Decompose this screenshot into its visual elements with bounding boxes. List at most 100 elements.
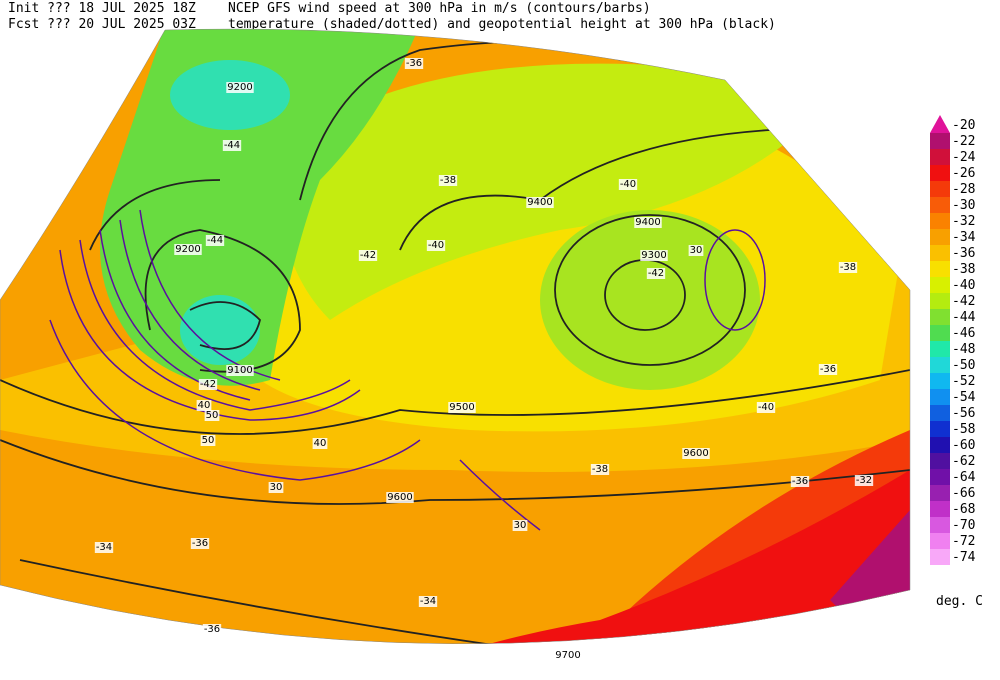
- colorbar-arrow: [930, 115, 950, 133]
- label-bg: [200, 435, 216, 446]
- label-bg: [226, 82, 254, 93]
- label-bg: [426, 240, 446, 251]
- contour-label: -40: [620, 179, 636, 190]
- label-bg: [838, 262, 858, 273]
- contour-label: -42: [360, 250, 376, 261]
- label-bg: [358, 250, 378, 261]
- label-bg: [640, 250, 668, 261]
- colorbar-box: [930, 437, 950, 453]
- contour-label: -36: [406, 58, 422, 69]
- colorbar-box: [930, 309, 950, 325]
- contour-label: 50: [202, 435, 215, 446]
- colorbar-label: -38: [952, 262, 975, 277]
- label-bg: [174, 244, 202, 255]
- label-bg: [205, 235, 225, 246]
- colorbar-label: -74: [952, 550, 976, 565]
- contour-label: -36: [204, 624, 220, 635]
- colorbar-label: -52: [952, 374, 975, 389]
- temp-band: [100, 29, 420, 386]
- contour-label: -38: [440, 175, 456, 186]
- contour-label: -32: [856, 475, 872, 486]
- colorbar-unit: deg. C: [936, 594, 983, 609]
- colorbar-box: [930, 181, 950, 197]
- colorbar-box: [930, 469, 950, 485]
- colorbar-label: -26: [952, 166, 975, 181]
- temp-band: [278, 63, 790, 320]
- label-bg: [448, 402, 476, 413]
- contour-label: -34: [420, 596, 436, 607]
- temp-band: [540, 210, 760, 390]
- contour-label: 9700: [555, 650, 580, 661]
- label-bg: [196, 400, 212, 411]
- contour-label: 9100: [227, 365, 252, 376]
- contour-label: -44: [224, 140, 240, 151]
- colorbar-box: [930, 229, 950, 245]
- colorbar-label: -70: [952, 518, 975, 533]
- colorbar-box: [930, 533, 950, 549]
- temp-band: [170, 60, 290, 130]
- colorbar-label: -40: [952, 278, 975, 293]
- label-bg: [526, 197, 554, 208]
- label-bg: [634, 217, 662, 228]
- contour-label: -40: [758, 402, 774, 413]
- colorbar-box: [930, 373, 950, 389]
- wind-contours: [49, 209, 766, 531]
- contour-label: 9200: [227, 82, 252, 93]
- contour-label: 30: [270, 482, 283, 493]
- label-bg: [818, 364, 838, 375]
- contour-label: -36: [792, 476, 808, 487]
- colorbar-label: -46: [952, 326, 975, 341]
- map-labels: 9200-44-449200-429100-424050940094009300…: [94, 58, 874, 661]
- title-line-2: temperature (shaded/dotted) and geopoten…: [228, 17, 776, 32]
- colorbar-box: [930, 149, 950, 165]
- contour-label: -36: [820, 364, 836, 375]
- colorbar-box: [930, 421, 950, 437]
- label-bg: [222, 140, 242, 151]
- contour-label: 9300: [641, 250, 666, 261]
- colorbar-box: [930, 389, 950, 405]
- label-bg: [790, 476, 810, 487]
- colorbar-label: -30: [952, 198, 975, 213]
- contour-label: 9600: [387, 492, 412, 503]
- colorbar-box: [930, 213, 950, 229]
- colorbar-box: [930, 261, 950, 277]
- contour-label: 40: [198, 400, 211, 411]
- contour-label: 50: [206, 410, 219, 421]
- contour-label: 30: [690, 245, 703, 256]
- label-bg: [312, 438, 328, 449]
- contour-label: 9500: [449, 402, 474, 413]
- colorbar-label: -64: [952, 470, 976, 485]
- colorbar-label: -20: [952, 118, 975, 133]
- label-bg: [590, 464, 610, 475]
- colorbar-label: -54: [952, 390, 976, 405]
- label-bg: [512, 520, 528, 531]
- contour-label: -38: [840, 262, 856, 273]
- colorbar-label: -34: [952, 230, 976, 245]
- contour-label: -40: [428, 240, 444, 251]
- label-bg: [268, 482, 284, 493]
- label-bg: [94, 542, 114, 553]
- colorbar-label: -36: [952, 246, 975, 261]
- colorbar-box: [930, 197, 950, 213]
- contour-label: 40: [314, 438, 327, 449]
- temp-band: [180, 295, 260, 365]
- colorbar-box: [930, 405, 950, 421]
- colorbar-box: [930, 453, 950, 469]
- label-bg: [204, 410, 220, 421]
- colorbar-box: [930, 501, 950, 517]
- contour-label: -38: [592, 464, 608, 475]
- colorbar-label: -72: [952, 534, 975, 549]
- label-bg: [226, 365, 254, 376]
- colorbar-label: -62: [952, 454, 975, 469]
- contour-label: -36: [192, 538, 208, 549]
- colorbar-box: [930, 357, 950, 373]
- label-bg: [190, 538, 210, 549]
- contour-label: 9400: [635, 217, 660, 228]
- colorbar-box: [930, 325, 950, 341]
- colorbar-label: -50: [952, 358, 975, 373]
- colorbar-label: -60: [952, 438, 975, 453]
- colorbar-box: [930, 341, 950, 357]
- colorbar-label: -28: [952, 182, 975, 197]
